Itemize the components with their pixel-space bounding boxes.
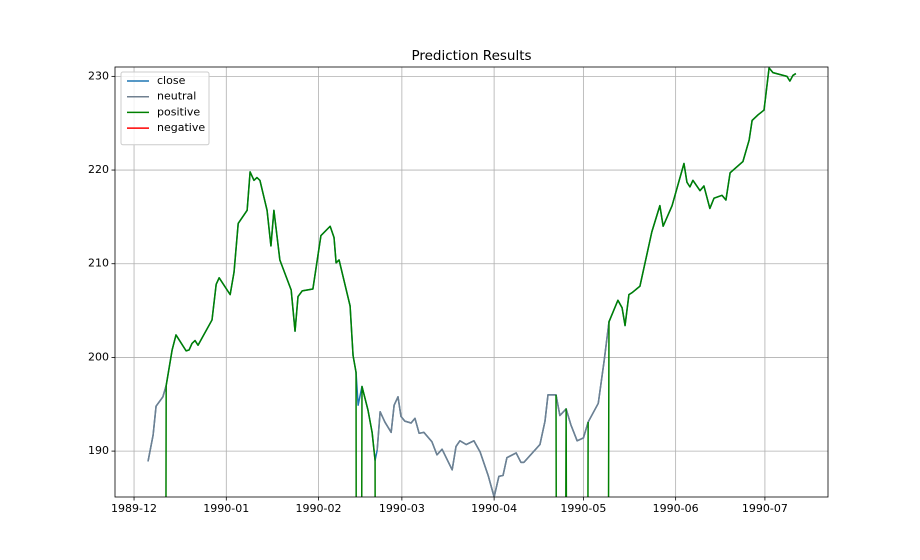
x-tick-label: 1990-01 [203,502,249,515]
y-tick-label: 230 [88,69,109,82]
legend-box [120,71,210,146]
legend-label: close [157,74,186,87]
plot-frame [114,66,829,498]
x-tick-label: 1990-03 [379,502,425,515]
x-tick-label: 1990-02 [296,502,342,515]
chart-title: Prediction Results [411,48,531,64]
y-tick-label: 210 [88,257,109,270]
x-tick-label: 1989-12 [111,502,157,515]
series-line [147,321,610,497]
ticks: 190 200 210 220 230 1989-12 1990-01 1990-02 1990… [88,69,788,515]
x-tick-label: 1990-05 [560,502,606,515]
plot-lines [147,67,797,497]
x-tick-label: 1990-06 [653,502,699,515]
legend-label: neutral [157,90,196,103]
legend: close neutral positive negative [120,71,210,146]
x-tick-label: 1990-04 [471,502,517,515]
x-tick-label: 1990-07 [742,502,788,515]
legend-label: positive [157,105,200,118]
grid [115,67,828,497]
y-tick-label: 190 [88,444,109,457]
series-line [165,67,797,497]
legend-label: negative [157,121,205,134]
y-tick-label: 200 [88,350,109,363]
y-tick-label: 220 [88,163,109,176]
